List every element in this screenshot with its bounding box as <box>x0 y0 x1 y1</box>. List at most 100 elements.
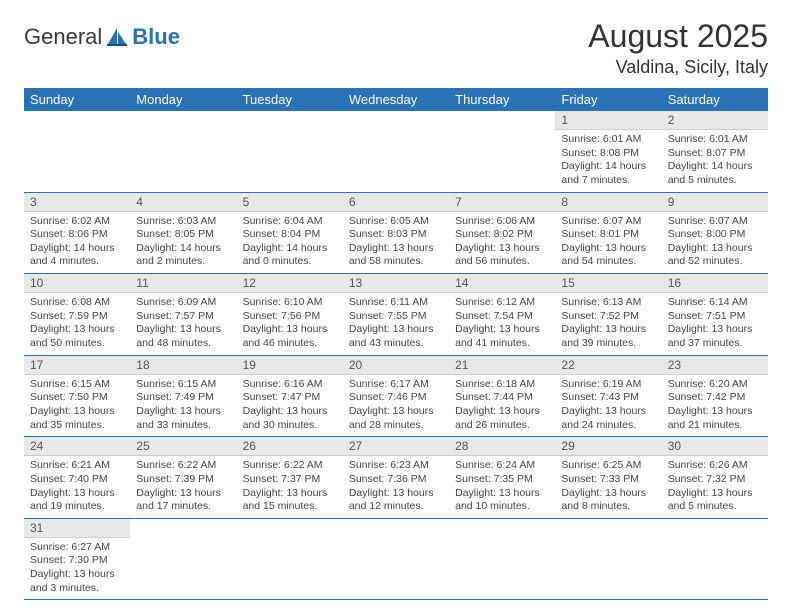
day-details: Sunrise: 6:25 AMSunset: 7:33 PMDaylight:… <box>555 456 661 518</box>
calendar-day-cell: 15Sunrise: 6:13 AMSunset: 7:52 PMDayligh… <box>555 274 661 356</box>
calendar-day-cell: 4Sunrise: 6:03 AMSunset: 8:05 PMDaylight… <box>130 192 236 274</box>
calendar-day-cell: 6Sunrise: 6:05 AMSunset: 8:03 PMDaylight… <box>343 192 449 274</box>
day-details: Sunrise: 6:17 AMSunset: 7:46 PMDaylight:… <box>343 375 449 437</box>
day-details: Sunrise: 6:03 AMSunset: 8:05 PMDaylight:… <box>130 212 236 274</box>
location: Valdina, Sicily, Italy <box>588 57 768 78</box>
calendar-empty-cell <box>130 518 236 600</box>
day-number: 4 <box>130 193 236 212</box>
day-details: Sunrise: 6:22 AMSunset: 7:39 PMDaylight:… <box>130 456 236 518</box>
day-number: 13 <box>343 274 449 293</box>
calendar-day-cell: 16Sunrise: 6:14 AMSunset: 7:51 PMDayligh… <box>662 274 768 356</box>
day-details: Sunrise: 6:15 AMSunset: 7:50 PMDaylight:… <box>24 375 130 437</box>
day-number: 9 <box>662 193 768 212</box>
calendar-body: 1Sunrise: 6:01 AMSunset: 8:08 PMDaylight… <box>24 111 768 600</box>
calendar-day-cell: 22Sunrise: 6:19 AMSunset: 7:43 PMDayligh… <box>555 355 661 437</box>
day-number: 6 <box>343 193 449 212</box>
logo: General Blue <box>24 18 180 50</box>
calendar-day-cell: 7Sunrise: 6:06 AMSunset: 8:02 PMDaylight… <box>449 192 555 274</box>
day-details: Sunrise: 6:12 AMSunset: 7:54 PMDaylight:… <box>449 293 555 355</box>
calendar-day-cell: 29Sunrise: 6:25 AMSunset: 7:33 PMDayligh… <box>555 437 661 519</box>
calendar-empty-cell <box>662 518 768 600</box>
header: General Blue August 2025 Valdina, Sicily… <box>24 18 768 78</box>
calendar-day-cell: 10Sunrise: 6:08 AMSunset: 7:59 PMDayligh… <box>24 274 130 356</box>
day-details: Sunrise: 6:09 AMSunset: 7:57 PMDaylight:… <box>130 293 236 355</box>
calendar-empty-cell <box>343 111 449 192</box>
weekday-header: Friday <box>555 88 661 111</box>
logo-sail-icon <box>106 26 128 48</box>
calendar-day-cell: 12Sunrise: 6:10 AMSunset: 7:56 PMDayligh… <box>237 274 343 356</box>
day-number: 15 <box>555 274 661 293</box>
day-number: 25 <box>130 437 236 456</box>
day-number: 17 <box>24 356 130 375</box>
calendar-day-cell: 18Sunrise: 6:15 AMSunset: 7:49 PMDayligh… <box>130 355 236 437</box>
day-number: 10 <box>24 274 130 293</box>
day-details: Sunrise: 6:06 AMSunset: 8:02 PMDaylight:… <box>449 212 555 274</box>
day-number: 2 <box>662 111 768 130</box>
calendar-empty-cell <box>130 111 236 192</box>
calendar-day-cell: 8Sunrise: 6:07 AMSunset: 8:01 PMDaylight… <box>555 192 661 274</box>
day-number: 19 <box>237 356 343 375</box>
day-details: Sunrise: 6:10 AMSunset: 7:56 PMDaylight:… <box>237 293 343 355</box>
day-number: 31 <box>24 519 130 538</box>
day-details: Sunrise: 6:15 AMSunset: 7:49 PMDaylight:… <box>130 375 236 437</box>
day-number: 22 <box>555 356 661 375</box>
calendar-empty-cell <box>343 518 449 600</box>
day-details: Sunrise: 6:18 AMSunset: 7:44 PMDaylight:… <box>449 375 555 437</box>
day-details: Sunrise: 6:21 AMSunset: 7:40 PMDaylight:… <box>24 456 130 518</box>
weekday-header: Saturday <box>662 88 768 111</box>
day-details: Sunrise: 6:16 AMSunset: 7:47 PMDaylight:… <box>237 375 343 437</box>
weekday-header: Wednesday <box>343 88 449 111</box>
day-number: 24 <box>24 437 130 456</box>
calendar-day-cell: 13Sunrise: 6:11 AMSunset: 7:55 PMDayligh… <box>343 274 449 356</box>
calendar-empty-cell <box>237 518 343 600</box>
day-details: Sunrise: 6:01 AMSunset: 8:08 PMDaylight:… <box>555 130 661 192</box>
day-details: Sunrise: 6:23 AMSunset: 7:36 PMDaylight:… <box>343 456 449 518</box>
day-number: 11 <box>130 274 236 293</box>
calendar-day-cell: 26Sunrise: 6:22 AMSunset: 7:37 PMDayligh… <box>237 437 343 519</box>
title-block: August 2025 Valdina, Sicily, Italy <box>588 18 768 78</box>
calendar-day-cell: 31Sunrise: 6:27 AMSunset: 7:30 PMDayligh… <box>24 518 130 600</box>
day-number: 28 <box>449 437 555 456</box>
day-details: Sunrise: 6:24 AMSunset: 7:35 PMDaylight:… <box>449 456 555 518</box>
day-details: Sunrise: 6:19 AMSunset: 7:43 PMDaylight:… <box>555 375 661 437</box>
calendar-week-row: 10Sunrise: 6:08 AMSunset: 7:59 PMDayligh… <box>24 274 768 356</box>
day-number: 16 <box>662 274 768 293</box>
day-number: 18 <box>130 356 236 375</box>
calendar-empty-cell <box>555 518 661 600</box>
day-details: Sunrise: 6:04 AMSunset: 8:04 PMDaylight:… <box>237 212 343 274</box>
weekday-header: Thursday <box>449 88 555 111</box>
day-number: 7 <box>449 193 555 212</box>
day-number: 26 <box>237 437 343 456</box>
calendar-week-row: 17Sunrise: 6:15 AMSunset: 7:50 PMDayligh… <box>24 355 768 437</box>
calendar-day-cell: 30Sunrise: 6:26 AMSunset: 7:32 PMDayligh… <box>662 437 768 519</box>
day-details: Sunrise: 6:05 AMSunset: 8:03 PMDaylight:… <box>343 212 449 274</box>
calendar-day-cell: 14Sunrise: 6:12 AMSunset: 7:54 PMDayligh… <box>449 274 555 356</box>
calendar-empty-cell <box>449 518 555 600</box>
calendar-day-cell: 27Sunrise: 6:23 AMSunset: 7:36 PMDayligh… <box>343 437 449 519</box>
calendar-day-cell: 3Sunrise: 6:02 AMSunset: 8:06 PMDaylight… <box>24 192 130 274</box>
day-details: Sunrise: 6:07 AMSunset: 8:01 PMDaylight:… <box>555 212 661 274</box>
calendar-day-cell: 28Sunrise: 6:24 AMSunset: 7:35 PMDayligh… <box>449 437 555 519</box>
calendar-table: SundayMondayTuesdayWednesdayThursdayFrid… <box>24 88 768 600</box>
calendar-empty-cell <box>24 111 130 192</box>
day-number: 14 <box>449 274 555 293</box>
calendar-day-cell: 20Sunrise: 6:17 AMSunset: 7:46 PMDayligh… <box>343 355 449 437</box>
day-details: Sunrise: 6:11 AMSunset: 7:55 PMDaylight:… <box>343 293 449 355</box>
calendar-day-cell: 25Sunrise: 6:22 AMSunset: 7:39 PMDayligh… <box>130 437 236 519</box>
day-number: 27 <box>343 437 449 456</box>
day-number: 3 <box>24 193 130 212</box>
day-details: Sunrise: 6:14 AMSunset: 7:51 PMDaylight:… <box>662 293 768 355</box>
month-title: August 2025 <box>588 18 768 55</box>
day-details: Sunrise: 6:13 AMSunset: 7:52 PMDaylight:… <box>555 293 661 355</box>
calendar-day-cell: 21Sunrise: 6:18 AMSunset: 7:44 PMDayligh… <box>449 355 555 437</box>
day-details: Sunrise: 6:27 AMSunset: 7:30 PMDaylight:… <box>24 538 130 600</box>
calendar-day-cell: 1Sunrise: 6:01 AMSunset: 8:08 PMDaylight… <box>555 111 661 192</box>
logo-text-2: Blue <box>132 24 180 50</box>
calendar-week-row: 24Sunrise: 6:21 AMSunset: 7:40 PMDayligh… <box>24 437 768 519</box>
calendar-day-cell: 23Sunrise: 6:20 AMSunset: 7:42 PMDayligh… <box>662 355 768 437</box>
day-details: Sunrise: 6:01 AMSunset: 8:07 PMDaylight:… <box>662 130 768 192</box>
calendar-day-cell: 24Sunrise: 6:21 AMSunset: 7:40 PMDayligh… <box>24 437 130 519</box>
day-details: Sunrise: 6:02 AMSunset: 8:06 PMDaylight:… <box>24 212 130 274</box>
day-number: 21 <box>449 356 555 375</box>
day-details: Sunrise: 6:22 AMSunset: 7:37 PMDaylight:… <box>237 456 343 518</box>
